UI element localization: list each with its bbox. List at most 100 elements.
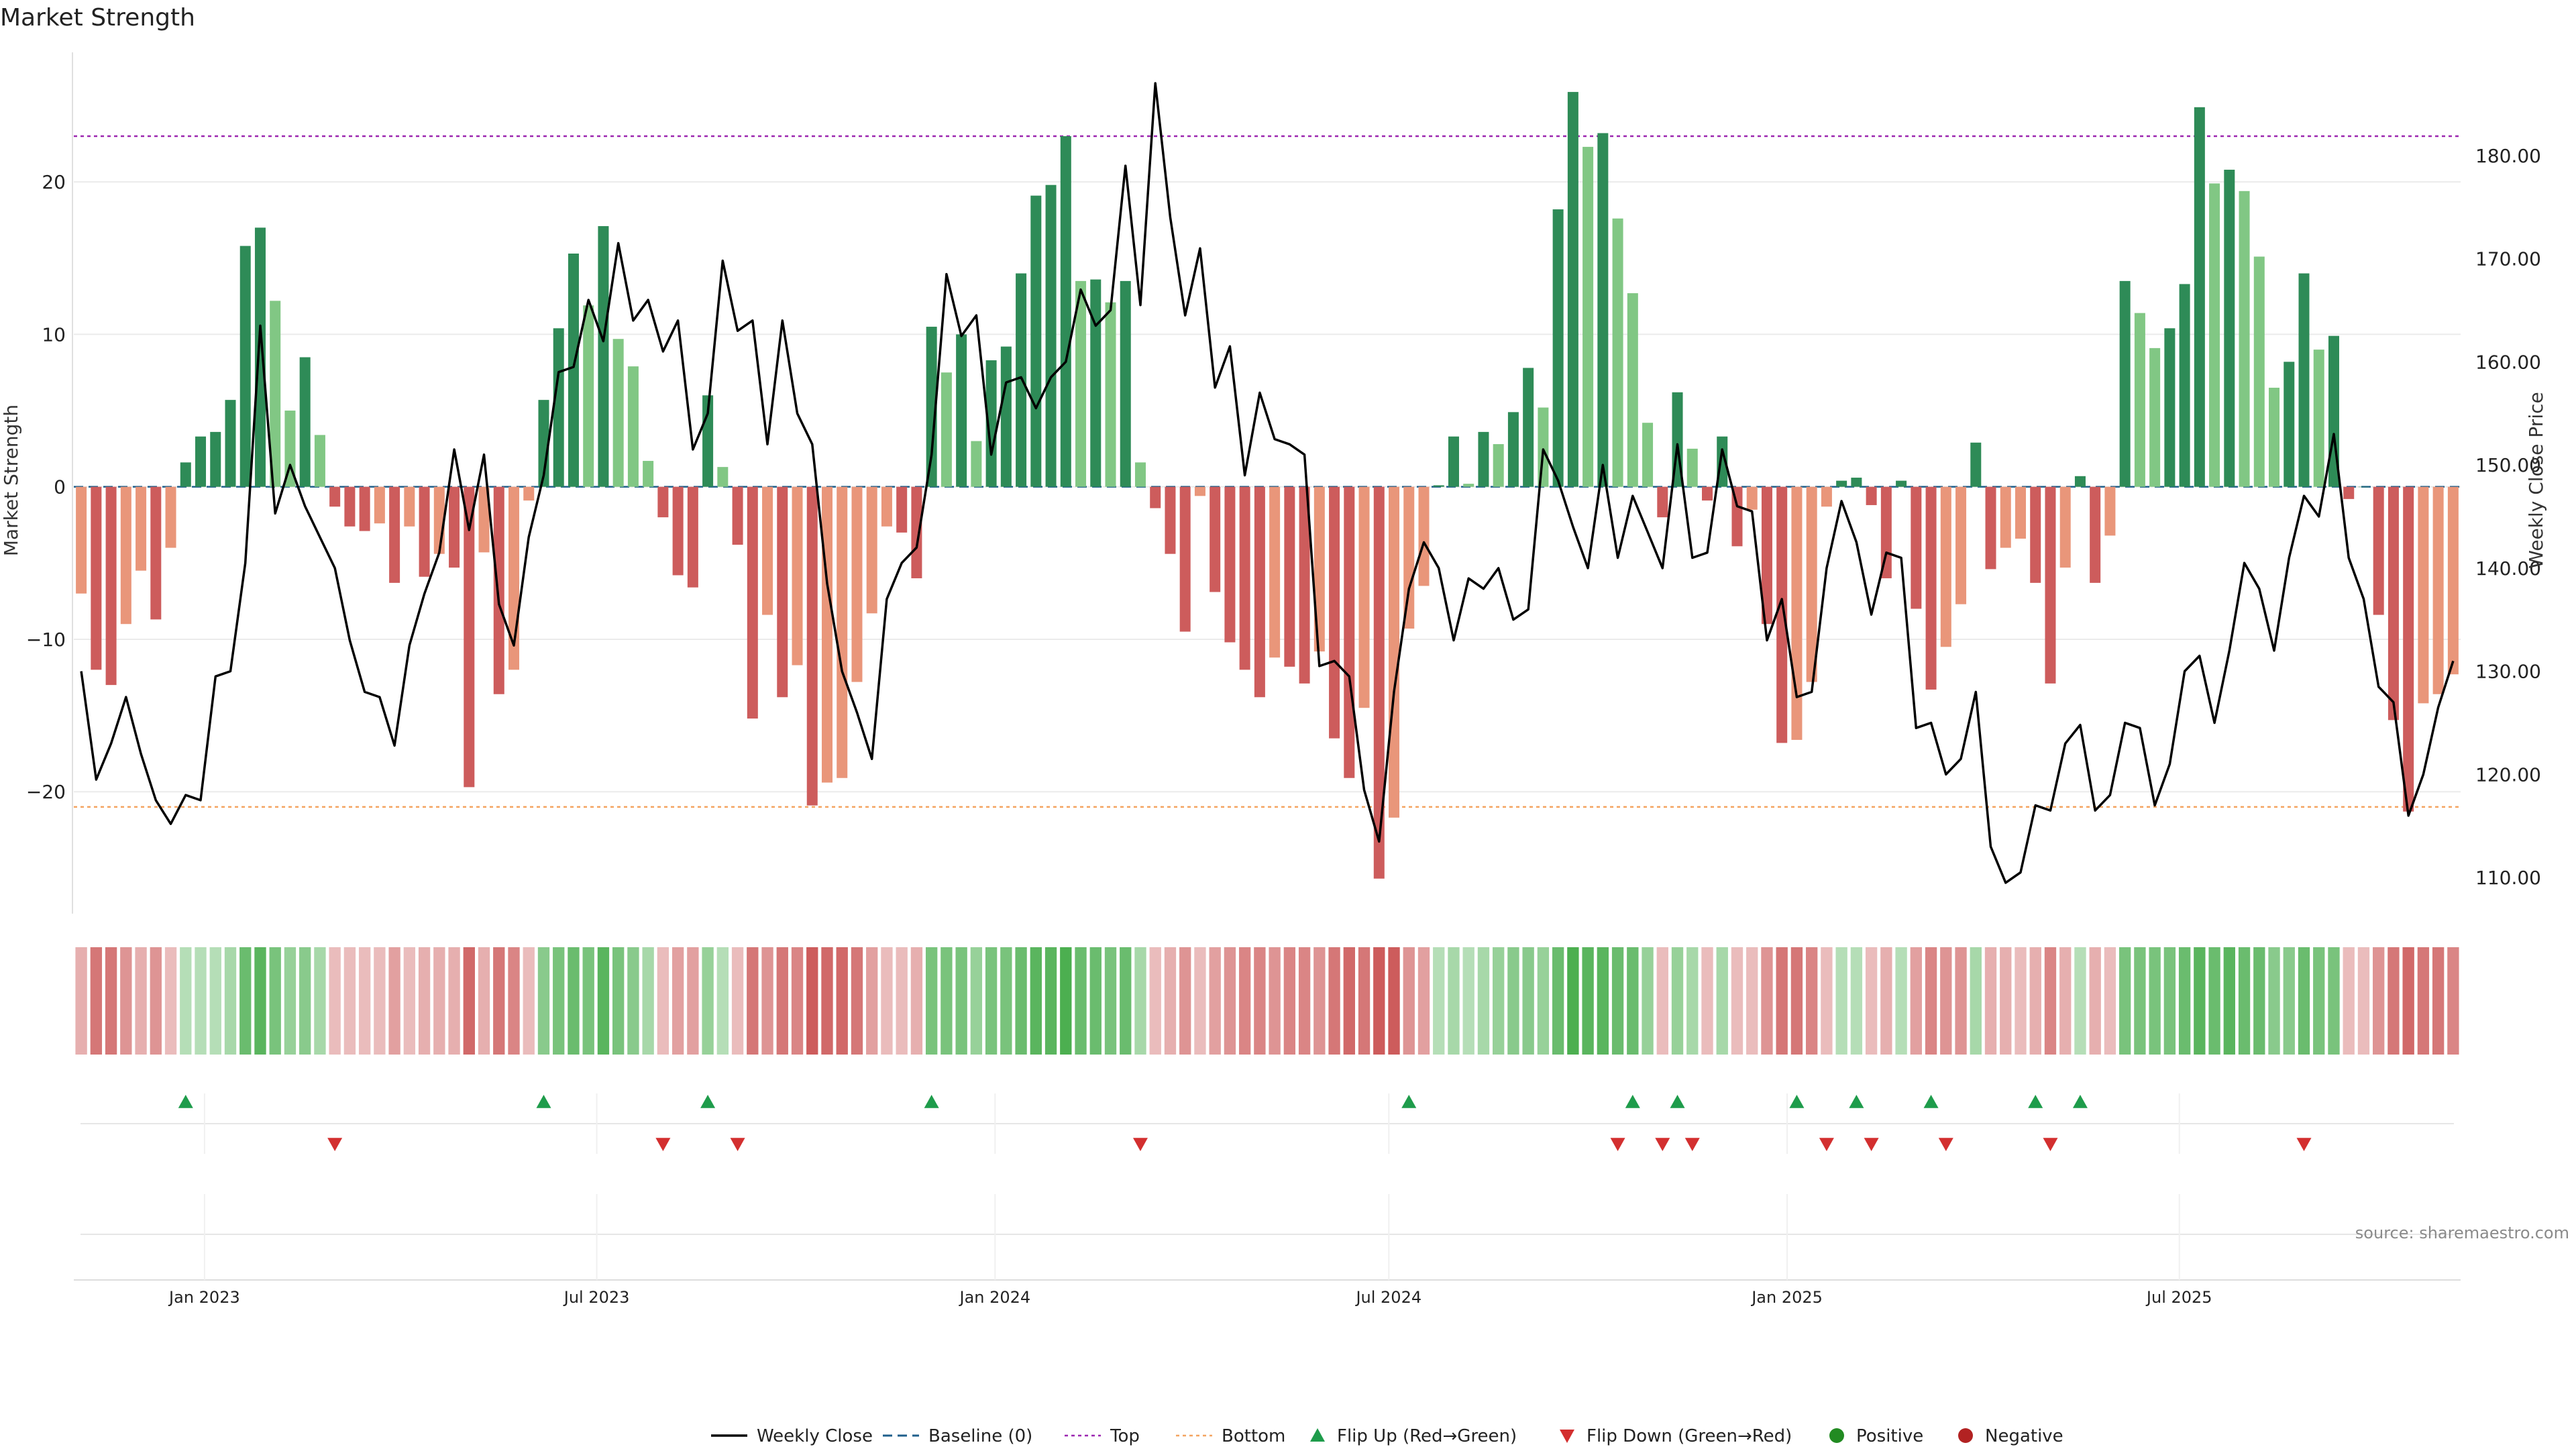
- strip-cell: [418, 947, 431, 1055]
- strength-bar: [493, 486, 504, 694]
- flip-up-marker: [1401, 1095, 1417, 1108]
- strength-bar: [657, 486, 669, 518]
- strength-bar: [1552, 209, 1564, 487]
- strip-cell: [493, 947, 505, 1055]
- y-left-tick-label: 10: [42, 323, 66, 345]
- strength-bar: [1313, 486, 1325, 652]
- strip-cell: [2417, 947, 2430, 1055]
- strength-bar: [1821, 486, 1832, 507]
- strip-cell: [1313, 947, 1326, 1055]
- flip-down-marker: [1819, 1138, 1834, 1151]
- strip-cell: [1104, 947, 1117, 1055]
- strip-cell: [1417, 947, 1430, 1055]
- strength-bar: [687, 486, 698, 588]
- strength-bar: [1090, 279, 1102, 487]
- strength-bar: [1016, 273, 1027, 487]
- strength-bar: [1985, 486, 1996, 570]
- strength-bar: [2059, 486, 2071, 568]
- strip-cell: [1537, 947, 1550, 1055]
- strip-cell: [1597, 947, 1609, 1055]
- flip-up-marker: [1789, 1095, 1805, 1108]
- strength-bar: [359, 486, 370, 531]
- strip-cell: [284, 947, 297, 1055]
- strip-cell: [941, 947, 953, 1055]
- legend-swatch-negative: [1958, 1428, 1973, 1443]
- strength-bar: [2074, 476, 2086, 487]
- flip-down-marker: [655, 1138, 671, 1151]
- strip-cell: [105, 947, 117, 1055]
- strength-bar: [225, 400, 236, 487]
- strip-cell: [568, 947, 580, 1055]
- legend-label-flip_up: Flip Up (Red→Green): [1337, 1426, 1517, 1446]
- strip-cell: [239, 947, 252, 1055]
- strength-bar: [1836, 480, 1847, 487]
- strength-bar: [866, 486, 877, 614]
- strip-cell: [403, 947, 416, 1055]
- y-right-tick-label: 180.00: [2475, 145, 2541, 167]
- strength-bar: [404, 486, 415, 527]
- strip-cell: [1507, 947, 1519, 1055]
- strength-bar: [806, 486, 818, 806]
- strip-cell: [1970, 947, 1982, 1055]
- strength-bar: [449, 486, 460, 568]
- weekly-close-line: [80, 82, 2455, 884]
- strength-bar: [2149, 347, 2161, 487]
- strength-bar: [1403, 486, 1415, 629]
- strength-bar: [1896, 480, 1907, 487]
- strip-cell: [2432, 947, 2445, 1055]
- strip-cell: [1269, 947, 1281, 1055]
- strip-cell: [657, 947, 669, 1055]
- strip-cell: [910, 947, 923, 1055]
- strength-bar: [1538, 407, 1549, 487]
- strength-bar: [210, 431, 221, 487]
- strip-cell: [1611, 947, 1624, 1055]
- strength-bar: [270, 301, 281, 487]
- strip-cell: [358, 947, 371, 1055]
- strength-bar: [1463, 484, 1474, 487]
- legend-swatch-flip-down: [1560, 1430, 1574, 1443]
- strength-bar: [314, 435, 325, 487]
- strip-cell: [2283, 947, 2295, 1055]
- strength-bars: [76, 92, 2459, 879]
- strength-bar: [553, 328, 564, 487]
- strength-bar: [1194, 486, 1205, 496]
- strength-bar: [2313, 350, 2324, 487]
- strip-cell: [1955, 947, 1967, 1055]
- strip-cell: [254, 947, 266, 1055]
- strength-bar: [821, 486, 833, 783]
- strip-cell: [1388, 947, 1400, 1055]
- strip-cell: [2015, 947, 2027, 1055]
- strip-cell: [1224, 947, 1236, 1055]
- strip-cell: [1403, 947, 1415, 1055]
- flip-up-marker: [924, 1095, 939, 1108]
- flip-down-marker: [730, 1138, 745, 1151]
- strength-bar: [2134, 313, 2145, 487]
- strip-cell: [925, 947, 938, 1055]
- strip-cell: [1701, 947, 1713, 1055]
- strength-bar: [598, 226, 609, 487]
- strength-bar: [2387, 486, 2399, 720]
- y-right-tick-label: 110.00: [2475, 867, 2541, 889]
- strip-cell: [1238, 947, 1251, 1055]
- strip-cell: [537, 947, 550, 1055]
- strip-cell: [269, 947, 281, 1055]
- y-right-tick-label: 150.00: [2475, 454, 2541, 476]
- strength-bar: [2179, 284, 2190, 487]
- strip-cell: [2059, 947, 2072, 1055]
- strip-cell: [955, 947, 967, 1055]
- strength-bar: [1165, 486, 1176, 554]
- strength-bar: [672, 486, 684, 576]
- strength-bar: [478, 486, 490, 553]
- strip-cell: [881, 947, 893, 1055]
- y-left-tick-label: −10: [26, 629, 66, 651]
- strength-bar: [2418, 486, 2429, 704]
- y-right-tick-label: 160.00: [2475, 351, 2541, 373]
- strength-bar: [956, 334, 967, 487]
- strip-cell: [672, 947, 684, 1055]
- strip-cell: [1030, 947, 1042, 1055]
- strip-cell: [1194, 947, 1206, 1055]
- strength-bar: [1329, 486, 1340, 739]
- strength-bar: [2194, 107, 2205, 487]
- strength-bar: [1507, 412, 1519, 487]
- strip-cell: [702, 947, 714, 1055]
